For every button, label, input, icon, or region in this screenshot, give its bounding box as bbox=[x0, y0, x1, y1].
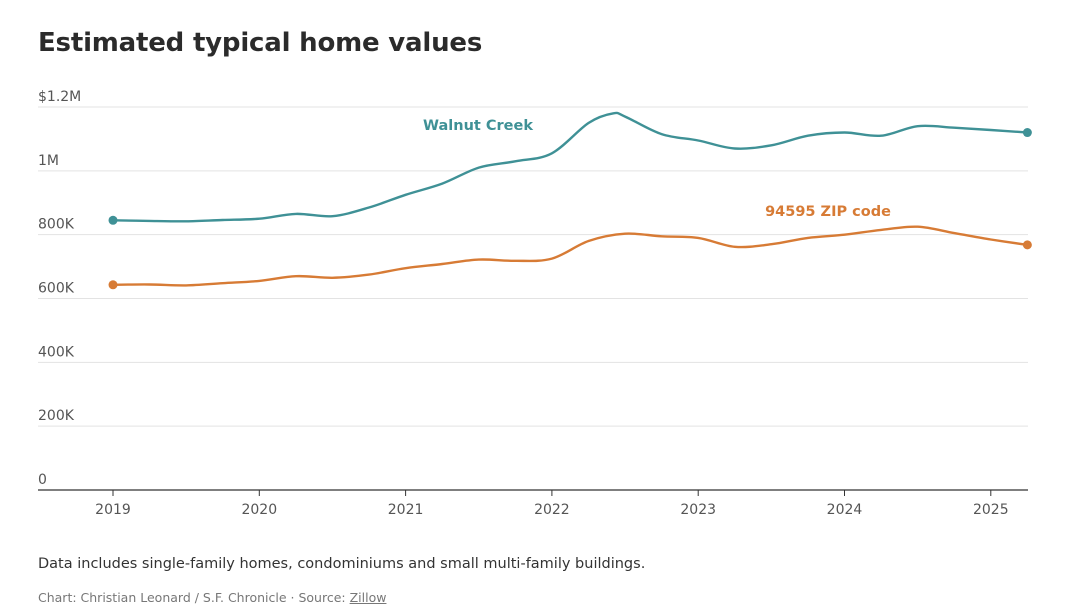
y-tick-label: 1M bbox=[38, 153, 59, 169]
x-tick-label: 2023 bbox=[680, 502, 716, 518]
x-tick-label: 2020 bbox=[241, 502, 277, 518]
line-chart: 0 200K 400K 600K 800K 1M $1.2M 2019 2020 2021 2022… bbox=[38, 89, 1032, 518]
series-line-zip-94595 bbox=[111, 225, 1029, 287]
series-start-point-zip-94595 bbox=[108, 280, 118, 290]
series-line-walnut-creek bbox=[111, 111, 1029, 223]
y-tick-label: 600K bbox=[38, 281, 75, 297]
y-tick-label: 800K bbox=[38, 217, 75, 233]
chart-credit: Chart: Christian Leonard / S.F. Chronicl… bbox=[38, 590, 386, 605]
y-tick-label: 400K bbox=[38, 344, 75, 360]
series-end-point-walnut-creek bbox=[1022, 128, 1032, 138]
x-tick-label: 2019 bbox=[95, 502, 131, 518]
y-tick-label: $1.2M bbox=[38, 89, 81, 105]
x-tick-label: 2021 bbox=[388, 502, 424, 518]
series-label-zip-94595: 94595 ZIP code bbox=[765, 204, 891, 220]
y-tick-label: 200K bbox=[38, 408, 75, 424]
source-link[interactable]: Zillow bbox=[349, 590, 387, 605]
chart-title: Estimated typical home values bbox=[38, 28, 483, 58]
credit-text: Chart: Christian Leonard / S.F. Chronicl… bbox=[38, 590, 350, 605]
x-tick-label: 2025 bbox=[973, 502, 1009, 518]
x-tick-label: 2022 bbox=[534, 502, 570, 518]
x-tick-label: 2024 bbox=[827, 502, 863, 518]
chart-note: Data includes single-family homes, condo… bbox=[38, 556, 646, 572]
y-tick-label: 0 bbox=[38, 472, 47, 488]
series-label-walnut-creek: Walnut Creek bbox=[423, 118, 533, 134]
series-end-point-zip-94595 bbox=[1022, 240, 1032, 250]
series-start-point-walnut-creek bbox=[108, 215, 118, 225]
